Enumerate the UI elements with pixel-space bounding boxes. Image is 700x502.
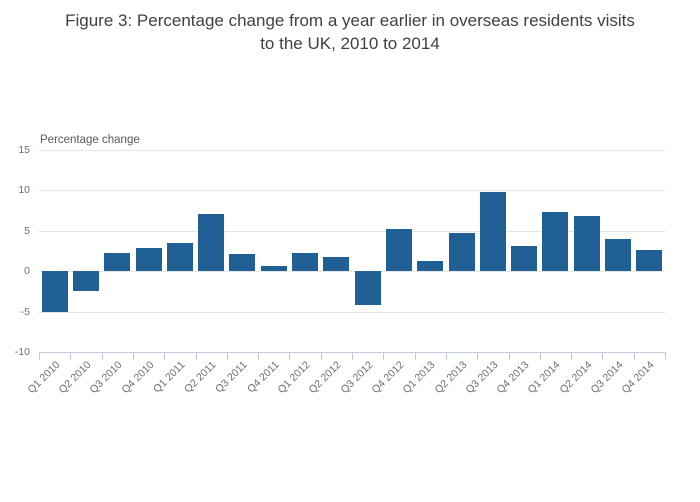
gridline bbox=[39, 271, 665, 272]
bar-q4-2010 bbox=[135, 247, 162, 271]
y-tick-label: 15 bbox=[18, 143, 30, 156]
bar-q2-2010 bbox=[72, 271, 99, 292]
figure-title-line2: to the UK, 2010 to 2014 bbox=[260, 34, 440, 53]
y-tick-label: -10 bbox=[14, 346, 30, 358]
bar-q4-2013 bbox=[511, 245, 538, 271]
bar-q3-2014 bbox=[605, 239, 632, 271]
bar-q1-2012 bbox=[292, 253, 319, 271]
bar-q1-2014 bbox=[542, 211, 569, 271]
figure-title: Figure 3: Percentage change from a year … bbox=[0, 9, 700, 55]
bar-q2-2013 bbox=[448, 232, 475, 271]
figure-title-line1: Figure 3: Percentage change from a year … bbox=[65, 11, 635, 30]
bar-q3-2012 bbox=[354, 271, 381, 306]
x-tick bbox=[477, 353, 479, 360]
bar-q4-2011 bbox=[260, 266, 287, 271]
x-tick bbox=[602, 353, 604, 360]
x-tick bbox=[414, 353, 416, 360]
x-tick bbox=[571, 353, 573, 360]
x-tick bbox=[665, 353, 666, 360]
gridline bbox=[39, 149, 665, 151]
gridline bbox=[39, 190, 665, 191]
bar-q3-2010 bbox=[104, 253, 131, 271]
bar-q2-2011 bbox=[198, 214, 225, 271]
bar-q1-2011 bbox=[166, 243, 193, 271]
gridline bbox=[39, 311, 665, 313]
bar-q2-2014 bbox=[573, 215, 600, 271]
bar-q3-2011 bbox=[229, 253, 256, 271]
x-tick bbox=[70, 353, 72, 360]
x-axis-line bbox=[39, 352, 666, 353]
bar-q2-2012 bbox=[323, 257, 350, 271]
y-axis-title: Percentage change bbox=[40, 134, 140, 146]
y-tick-label: 10 bbox=[18, 184, 30, 196]
bar-q4-2014 bbox=[636, 249, 663, 271]
y-tick-label: -5 bbox=[20, 305, 30, 318]
x-tick bbox=[352, 353, 353, 360]
x-tick bbox=[132, 353, 134, 360]
x-tick bbox=[39, 353, 40, 360]
x-tick bbox=[101, 353, 103, 360]
x-tick bbox=[508, 353, 510, 360]
bar-q1-2013 bbox=[417, 261, 444, 271]
x-tick bbox=[383, 353, 385, 360]
gridline bbox=[39, 230, 665, 232]
bar-q3-2013 bbox=[479, 192, 506, 271]
x-tick bbox=[289, 353, 291, 360]
x-tick bbox=[633, 353, 635, 360]
x-tick bbox=[195, 353, 197, 360]
x-tick bbox=[258, 353, 260, 360]
x-tick bbox=[445, 353, 447, 360]
bar-q4-2012 bbox=[385, 228, 412, 271]
x-tick bbox=[539, 353, 541, 360]
y-tick-label: 5 bbox=[24, 224, 30, 237]
x-tick bbox=[320, 353, 322, 360]
x-tick bbox=[226, 353, 228, 360]
x-tick bbox=[164, 353, 166, 360]
y-tick-label: 0 bbox=[24, 265, 30, 277]
bar-q1-2010 bbox=[41, 271, 68, 313]
